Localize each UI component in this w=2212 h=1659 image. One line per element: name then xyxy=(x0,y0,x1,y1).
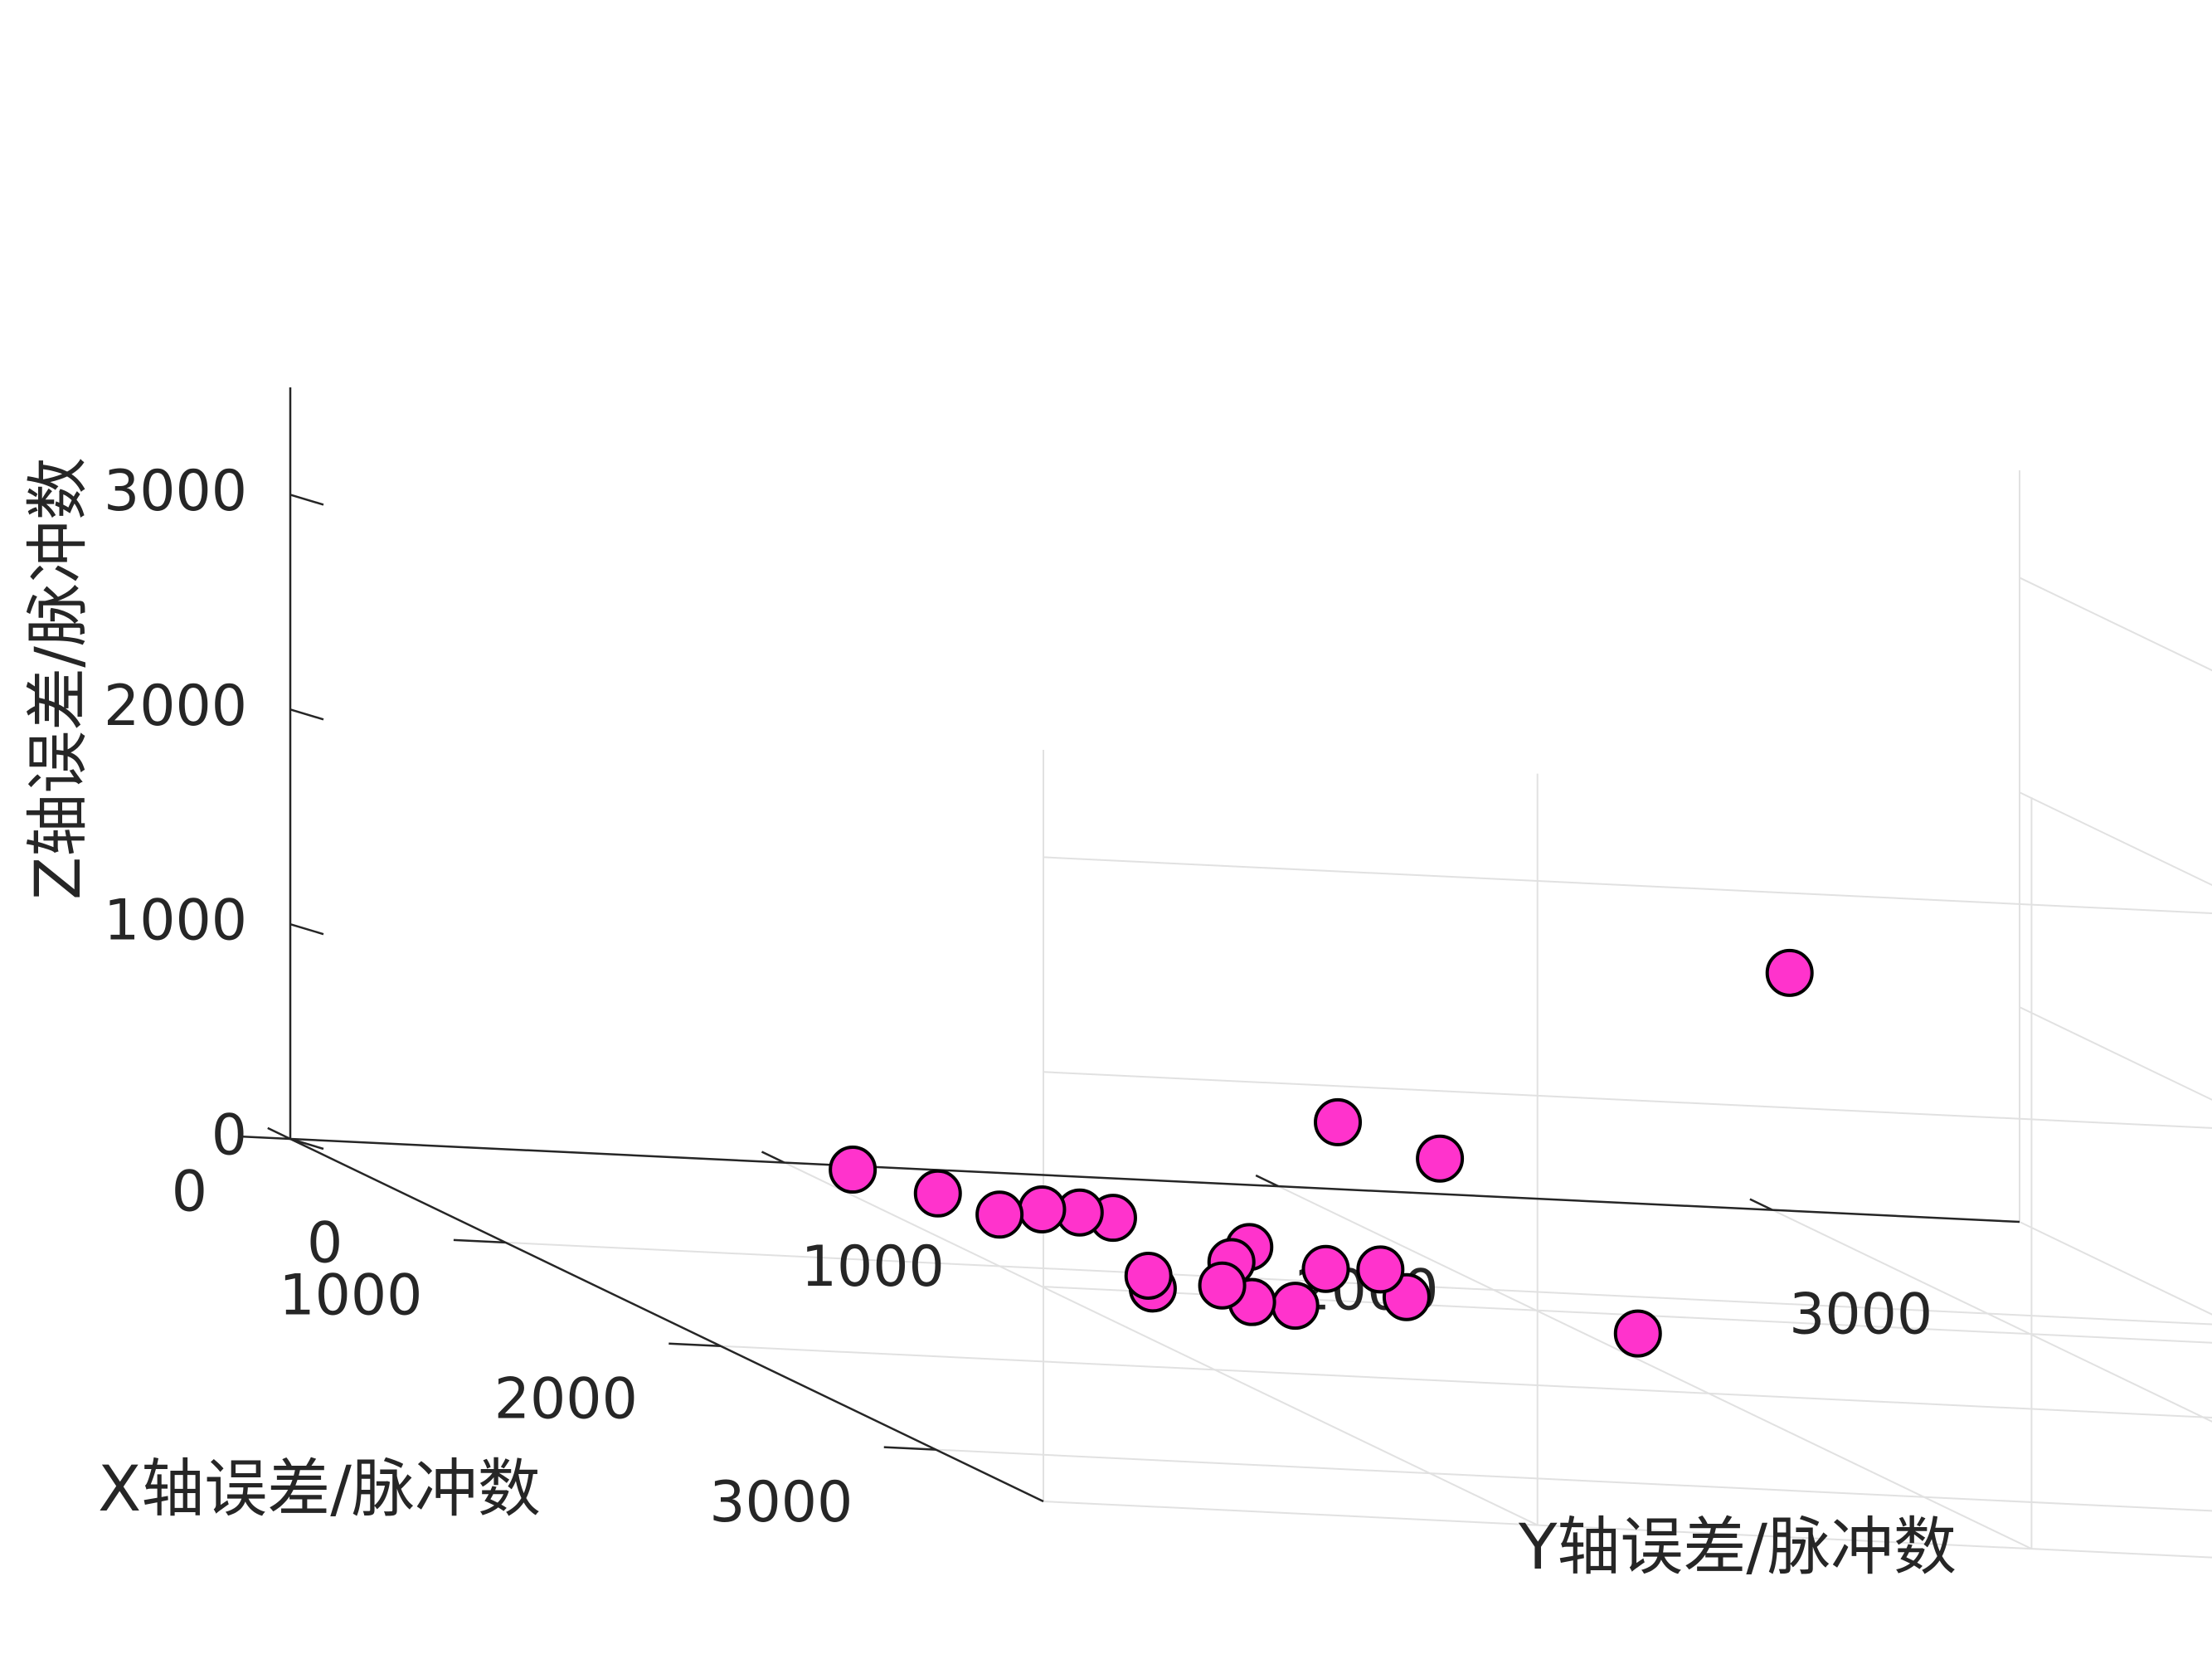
z-tick-mark xyxy=(289,494,324,506)
axis-lines xyxy=(289,387,2020,1503)
scatter-point xyxy=(829,1146,878,1194)
scatter-point xyxy=(1124,1251,1173,1300)
scatter-point xyxy=(975,1190,1024,1239)
scatter-point xyxy=(1314,1097,1363,1146)
scatter-point xyxy=(1301,1244,1350,1293)
y-axis-label: Y轴误差/脉冲数 xyxy=(1518,1510,1957,1584)
scatter-point xyxy=(1198,1261,1247,1310)
grid-line-backy-z xyxy=(2019,1221,2212,1316)
scatter-point xyxy=(1271,1282,1320,1331)
z-axis-label: Z轴误差/脉冲数 xyxy=(21,457,95,900)
grid-line-backx-z xyxy=(1043,856,2212,915)
x-tick-label: 1000 xyxy=(279,1262,422,1328)
x-tick-mark xyxy=(668,1342,721,1347)
grid-line-backx-z xyxy=(1043,1501,2212,1559)
grid-line-floor-x xyxy=(936,1448,2212,1512)
scatter-point xyxy=(1416,1134,1465,1183)
x-axis-line xyxy=(289,1137,1044,1503)
z-tick-mark xyxy=(289,708,324,721)
z-tick-label: 1000 xyxy=(104,888,247,954)
grid-line-backx-z xyxy=(1043,1071,2212,1129)
x-tick-mark xyxy=(883,1446,936,1451)
y-tick-label: 3000 xyxy=(1789,1282,1932,1347)
y-tick-mark xyxy=(267,1126,291,1141)
scatter-point xyxy=(1613,1309,1662,1358)
grid-line-backy-z xyxy=(2019,577,2212,672)
x-tick-label: 0 xyxy=(172,1160,207,1225)
y-tick-mark xyxy=(1255,1174,1279,1188)
scatter-point xyxy=(1356,1245,1405,1294)
grid-line-floor-y xyxy=(1772,1209,2212,1423)
grid-line-floor-x xyxy=(720,1345,2212,1418)
y-tick-label: 1000 xyxy=(801,1234,945,1300)
z-tick-label: 2000 xyxy=(104,674,247,739)
data-points xyxy=(829,948,1814,1358)
grid-line-backy-z xyxy=(2019,1006,2212,1101)
y-tick-label: 0 xyxy=(307,1211,343,1277)
x-tick-label: 2000 xyxy=(494,1366,638,1432)
x-axis-label: X轴误差/脉冲数 xyxy=(98,1452,541,1525)
grid-line-floor-y xyxy=(1277,1185,2032,1550)
z-tick-mark xyxy=(289,922,324,936)
z-tick-mark xyxy=(289,1137,324,1151)
axis-titles: X轴误差/脉冲数 Y轴误差/脉冲数 Z轴误差/脉冲数 xyxy=(21,457,1957,1584)
scatter-point xyxy=(1018,1185,1067,1233)
scatter-point xyxy=(1765,948,1814,997)
grid-line-backy-z xyxy=(2019,791,2212,887)
y-tick-mark xyxy=(1749,1198,1773,1211)
scatter-point xyxy=(913,1169,962,1218)
x-tick-label: 3000 xyxy=(709,1470,853,1535)
y-tick-mark xyxy=(761,1151,785,1164)
z-tick-label: 3000 xyxy=(104,459,247,524)
y-axis-line xyxy=(289,1137,2020,1224)
x-tick-mark xyxy=(238,1135,291,1141)
x-tick-mark xyxy=(453,1238,506,1244)
grid-line-floor-y xyxy=(784,1161,1539,1526)
grid-line-backx-z xyxy=(1043,1286,2212,1344)
